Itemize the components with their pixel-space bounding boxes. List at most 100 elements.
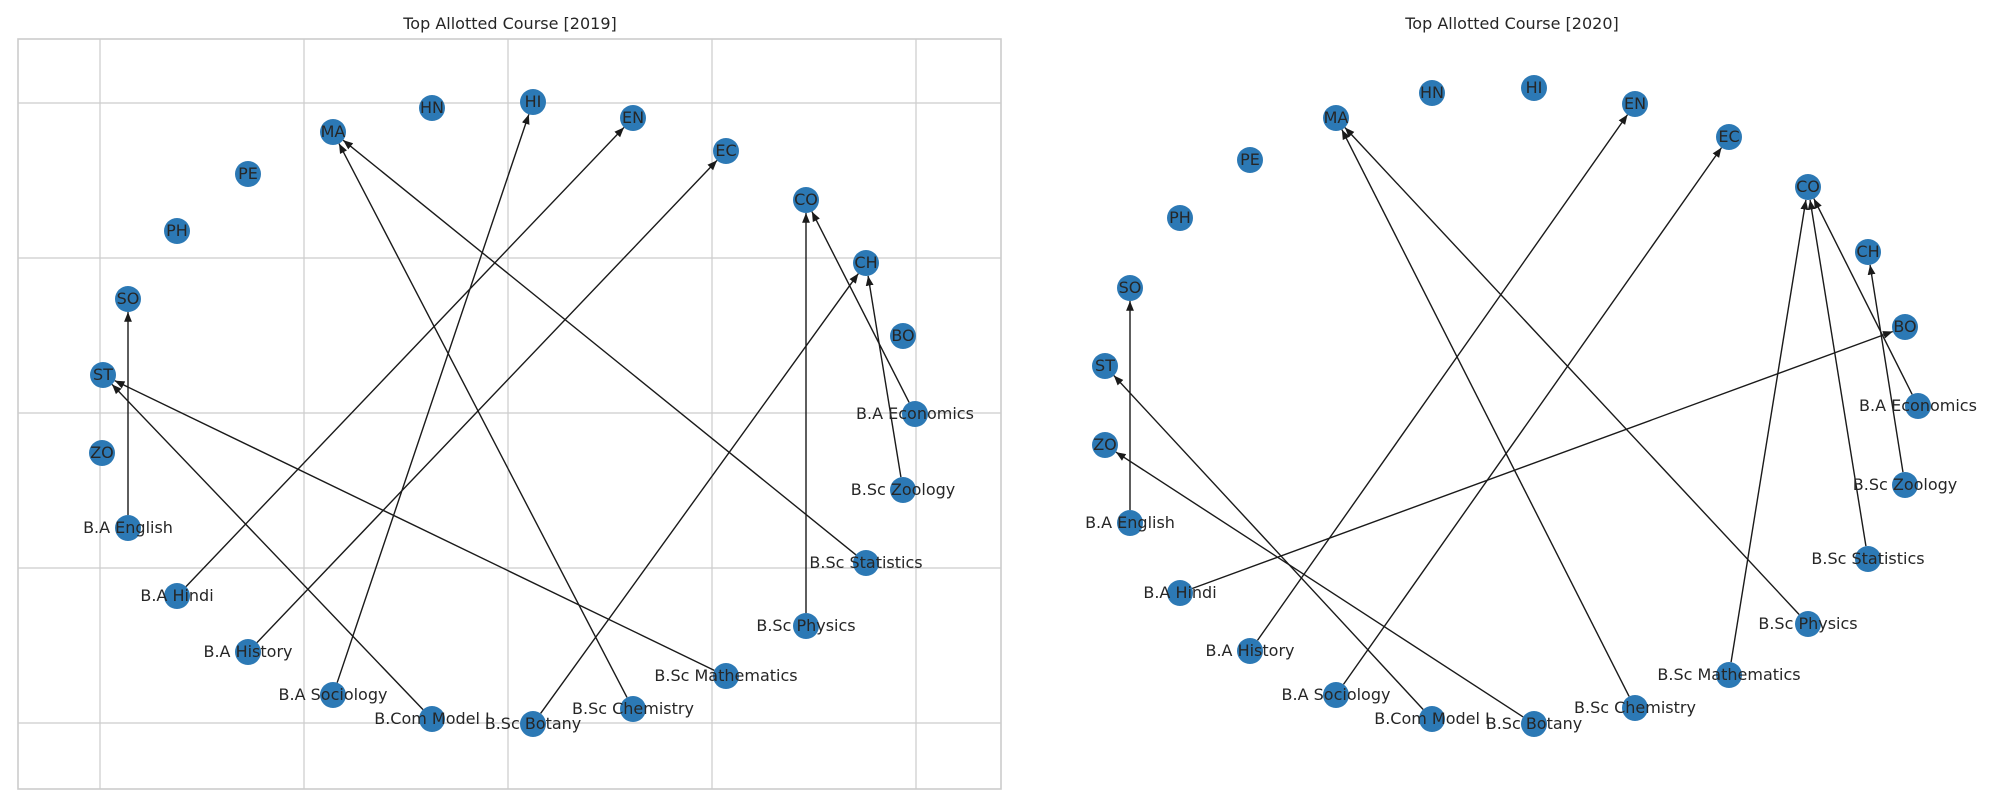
node-b-a-hindi[interactable] [164, 583, 190, 609]
node-b-sc-chemistry[interactable] [1622, 695, 1648, 721]
node-label-hn: HN [1420, 83, 1444, 102]
edge-b-sc-statistics-to-co [1807, 199, 1867, 547]
node-b-a-history[interactable] [235, 639, 261, 665]
node-en[interactable] [1622, 91, 1648, 117]
node-label-hi: HI [525, 92, 542, 111]
node-b-a-sociology[interactable] [1323, 682, 1349, 708]
node-so[interactable] [1117, 275, 1143, 301]
node-label-st: ST [93, 365, 113, 384]
node-label-ec: EC [715, 141, 736, 160]
node-ma[interactable] [1323, 105, 1349, 131]
node-pe[interactable] [235, 161, 261, 187]
node-label-ma: MA [321, 122, 346, 141]
node-hi[interactable] [520, 89, 546, 115]
node-b-sc-chemistry[interactable] [620, 696, 646, 722]
node-label-b-sc-physics: B.Sc Physics [1758, 614, 1857, 633]
node-b-com-model-i[interactable] [419, 706, 445, 732]
node-label-ph: PH [166, 221, 188, 240]
node-label-zo: ZO [1093, 435, 1117, 454]
plot-frame [17, 38, 1002, 790]
node-b-a-english[interactable] [115, 515, 141, 541]
node-label-zo: ZO [90, 443, 114, 462]
node-b-sc-botany[interactable] [520, 711, 546, 737]
node-label-b-sc-zoology: B.Sc Zoology [851, 480, 956, 499]
node-label-ph: PH [1169, 208, 1191, 227]
node-bo[interactable] [1892, 314, 1918, 340]
node-label-b-a-sociology: B.A Sociology [279, 685, 388, 704]
node-label-hi: HI [1526, 78, 1543, 97]
node-b-sc-zoology[interactable] [890, 477, 916, 503]
node-b-sc-mathematics[interactable] [713, 663, 739, 689]
node-label-b-a-history: B.A History [1205, 641, 1294, 660]
node-co[interactable] [793, 187, 819, 213]
node-zo[interactable] [89, 440, 115, 466]
node-b-a-economics[interactable] [902, 401, 928, 427]
node-b-a-hindi[interactable] [1167, 580, 1193, 606]
node-b-sc-mathematics[interactable] [1716, 662, 1742, 688]
node-b-a-sociology[interactable] [320, 682, 346, 708]
node-label-b-a-economics: B.A Economics [856, 404, 974, 423]
edge-b-sc-zoology-to-ch [865, 275, 902, 478]
node-b-sc-physics[interactable] [793, 613, 819, 639]
node-bo[interactable] [890, 323, 916, 349]
node-ph[interactable] [1167, 205, 1193, 231]
node-label-ch: CH [1856, 242, 1879, 261]
node-hi[interactable] [1521, 75, 1547, 101]
node-label-bo: BO [891, 326, 914, 345]
node-en[interactable] [620, 105, 646, 131]
node-hn[interactable] [419, 95, 445, 121]
node-st[interactable] [1092, 353, 1118, 379]
edge-b-a-hindi-to-en [185, 126, 625, 588]
node-label-so: SO [117, 289, 140, 308]
node-label-b-com-model-i: B.Com Model I [374, 709, 490, 728]
node-ph[interactable] [164, 218, 190, 244]
node-label-b-a-english: B.A English [83, 518, 173, 537]
node-label-b-sc-botany: B.Sc Botany [1486, 714, 1583, 733]
node-b-a-history[interactable] [1237, 638, 1263, 664]
node-st[interactable] [90, 362, 116, 388]
node-so[interactable] [115, 286, 141, 312]
node-label-b-com-model-i: B.Com Model I [1374, 709, 1490, 728]
edge-b-sc-physics-to-ma [1344, 127, 1800, 615]
edge-b-a-sociology-to-hi [336, 114, 530, 683]
panel-2020: Top Allotted Course [2020] MA HN HI EN EC CO C… [1085, 14, 1977, 737]
node-pe[interactable] [1237, 147, 1263, 173]
node-hn[interactable] [1419, 80, 1445, 106]
node-b-sc-zoology[interactable] [1892, 472, 1918, 498]
node-co[interactable] [1795, 174, 1821, 200]
node-label-b-sc-statistics: B.Sc Statistics [1811, 549, 1924, 568]
node-ec[interactable] [1716, 124, 1742, 150]
edge-b-sc-mathematics-to-st [114, 380, 715, 671]
node-b-a-economics[interactable] [1905, 393, 1931, 419]
node-b-sc-physics[interactable] [1795, 611, 1821, 637]
node-ch[interactable] [853, 250, 879, 276]
node-ec[interactable] [713, 138, 739, 164]
node-b-sc-statistics[interactable] [1855, 546, 1881, 572]
grid-2019 [17, 38, 1002, 790]
node-b-a-english[interactable] [1117, 510, 1143, 536]
edge-b-a-history-to-ec [256, 159, 718, 644]
edges-2019 [111, 114, 910, 714]
node-label-b-sc-chemistry: B.Sc Chemistry [1574, 698, 1696, 717]
node-label-b-sc-mathematics: B.Sc Mathematics [654, 666, 797, 685]
node-label-b-a-hindi: B.A Hindi [1143, 583, 1216, 602]
node-label-b-sc-physics: B.Sc Physics [756, 616, 855, 635]
node-label-en: EN [622, 108, 644, 127]
node-b-com-model-i[interactable] [1419, 706, 1445, 732]
node-label-b-a-sociology: B.A Sociology [1282, 685, 1391, 704]
node-zo[interactable] [1092, 432, 1118, 458]
panel-title-2019: Top Allotted Course [2019] [402, 14, 617, 33]
node-label-b-sc-zoology: B.Sc Zoology [1853, 475, 1958, 494]
node-ma[interactable] [320, 119, 346, 145]
node-ch[interactable] [1855, 239, 1881, 265]
node-label-b-sc-mathematics: B.Sc Mathematics [1657, 665, 1800, 684]
edge-b-sc-chemistry-to-ma [338, 143, 628, 698]
node-b-sc-botany[interactable] [1521, 711, 1547, 737]
node-label-b-a-english: B.A English [1085, 513, 1175, 532]
edges-2020 [1113, 114, 1913, 718]
nodes-2019 [89, 89, 928, 737]
node-label-pe: PE [1240, 150, 1260, 169]
node-b-sc-statistics[interactable] [853, 550, 879, 576]
edge-b-sc-botany-to-ch [540, 273, 859, 714]
nodes-2020 [1092, 75, 1931, 737]
